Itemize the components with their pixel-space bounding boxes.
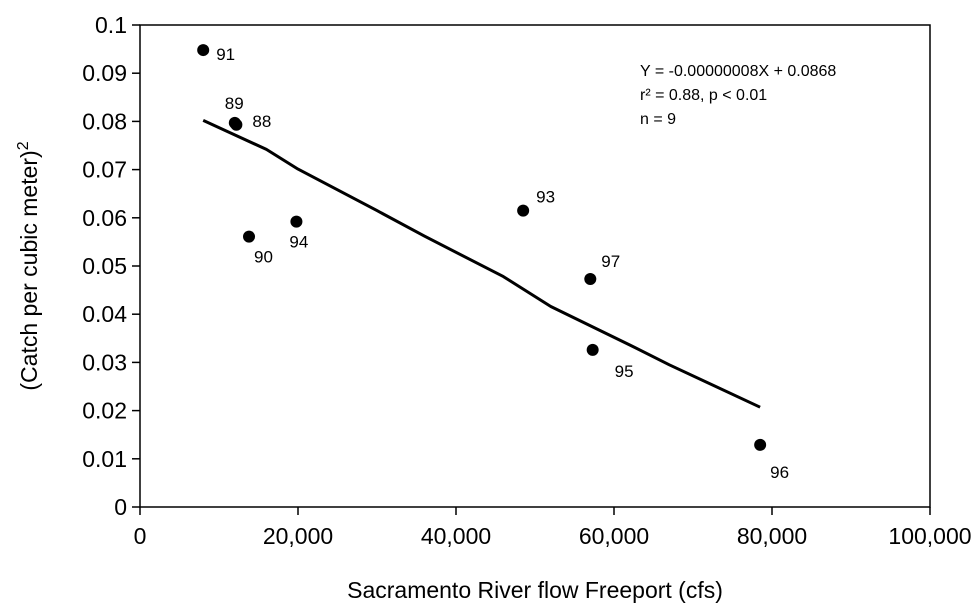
point-label-90: 90 <box>254 248 273 267</box>
y-axis-title: (Catch per cubic meter)2 <box>15 141 42 390</box>
point-labels: 91 89 88 90 94 93 97 95 96 <box>216 45 789 482</box>
x-tick-label: 20,000 <box>263 523 333 549</box>
y-tick-label: 0 <box>114 494 127 520</box>
point-label-95: 95 <box>615 362 634 381</box>
y-axis-title-superscript: 2 <box>15 141 32 150</box>
point-label-89: 89 <box>225 94 244 113</box>
x-tick-label: 0 <box>134 523 147 549</box>
data-point-90 <box>243 230 256 243</box>
data-point-95 <box>586 343 599 356</box>
point-label-96: 96 <box>770 463 789 482</box>
data-point-88 <box>230 118 243 131</box>
x-tick-label: 60,000 <box>579 523 649 549</box>
y-axis-title-text: (Catch per cubic meter) <box>16 150 42 390</box>
y-tick-label: 0.04 <box>82 301 127 327</box>
data-point-91 <box>197 44 210 57</box>
y-tick-label: 0.01 <box>82 446 127 472</box>
regression-line <box>202 119 761 409</box>
data-point-93 <box>517 204 530 217</box>
y-tick-label: 0.09 <box>82 60 127 86</box>
point-label-88: 88 <box>252 112 271 131</box>
x-tick-label: 40,000 <box>421 523 491 549</box>
annotation-line: n = 9 <box>640 111 676 128</box>
point-label-94: 94 <box>289 233 308 252</box>
y-tick-label: 0.05 <box>82 253 127 279</box>
x-axis-title: Sacramento River flow Freeport (cfs) <box>347 577 723 603</box>
point-label-97: 97 <box>601 252 620 271</box>
y-tick-label: 0.06 <box>82 205 127 231</box>
x-axis: 0 20,000 40,000 60,000 80,000 100,000 <box>134 507 972 549</box>
annotation-line: Y = -0.00000008X + 0.0868 <box>640 63 836 80</box>
y-tick-label: 0.08 <box>82 108 127 134</box>
data-point-97 <box>584 273 597 286</box>
annotation-line: r² = 0.88, p < 0.01 <box>640 87 767 104</box>
data-point-94 <box>290 215 303 228</box>
data-point-96 <box>754 438 767 451</box>
point-label-93: 93 <box>536 188 555 207</box>
y-tick-label: 0.1 <box>95 12 127 38</box>
y-tick-label: 0.02 <box>82 398 127 424</box>
y-tick-label: 0.03 <box>82 349 127 375</box>
x-tick-label: 100,000 <box>888 523 971 549</box>
y-axis: 0 0.01 0.02 0.03 0.04 0.05 0.06 0.07 0.08 0.09 0.1 <box>82 12 140 520</box>
data-points <box>197 44 767 451</box>
regression-annotation: Y = -0.00000008X + 0.0868 r² = 0.88, p < … <box>640 63 836 128</box>
point-label-91: 91 <box>216 45 235 64</box>
y-tick-label: 0.07 <box>82 157 127 183</box>
x-tick-label: 80,000 <box>737 523 807 549</box>
